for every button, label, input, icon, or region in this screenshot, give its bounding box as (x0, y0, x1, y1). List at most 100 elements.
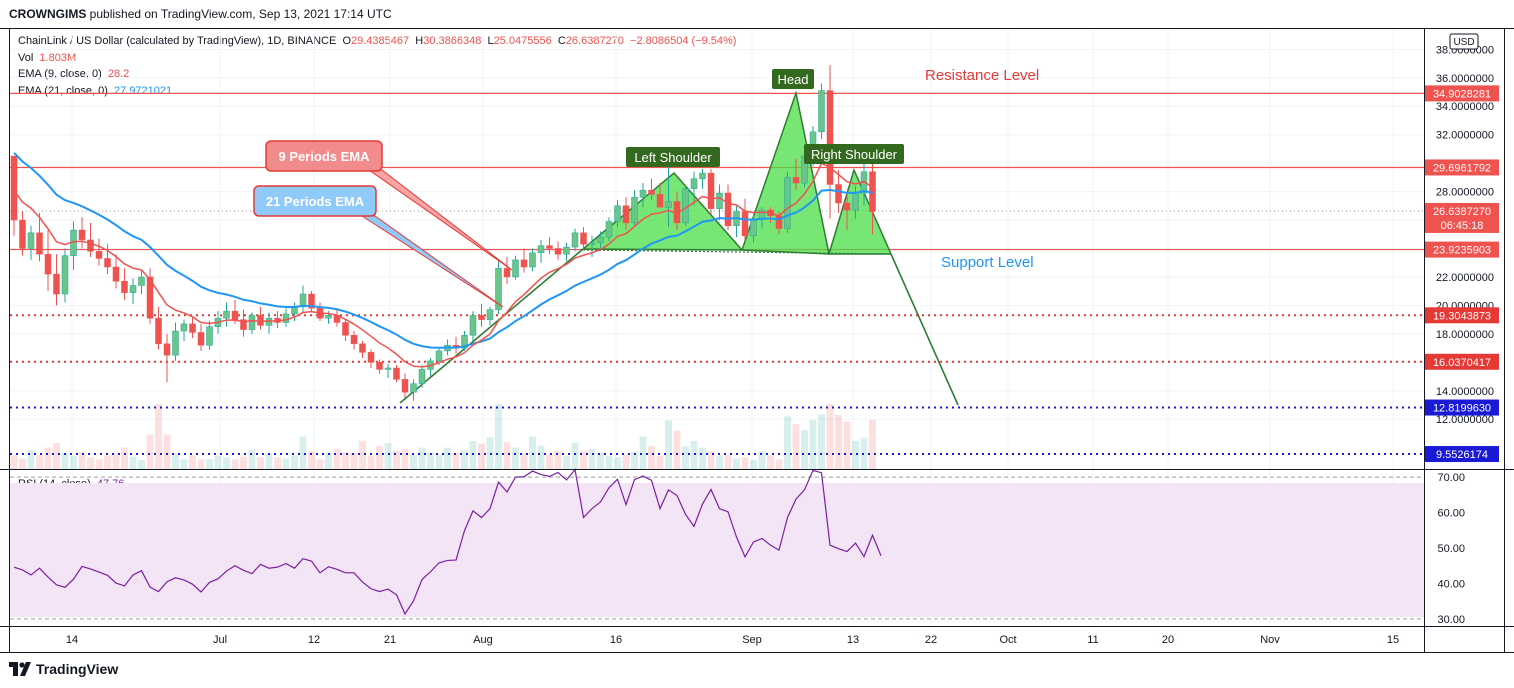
volume-bar (673, 430, 681, 469)
candle (571, 228, 579, 252)
rsi-tick-label: 70.00 (1437, 472, 1465, 484)
volume-bar (767, 455, 774, 469)
volume-bar (639, 436, 647, 469)
candle (520, 248, 528, 273)
candle (333, 309, 341, 327)
candle (716, 184, 723, 221)
candle (180, 319, 188, 341)
candle (248, 312, 256, 334)
candle (580, 227, 587, 250)
candle (197, 323, 205, 351)
ema21-callout-label: 21 Periods EMA (266, 194, 365, 209)
candle (61, 248, 69, 303)
candle (401, 373, 409, 398)
volume-bar (342, 452, 349, 469)
ema21-legend: EMA (21, close, 0) 27.9721021 (18, 85, 173, 97)
price-level-badge: 34.9028281 (1425, 85, 1499, 102)
candle (274, 311, 281, 329)
candle (359, 340, 366, 359)
rsi-line (13, 468, 882, 616)
candle (299, 285, 307, 313)
candle (724, 184, 732, 231)
time-tick-label: 16 (610, 634, 622, 646)
volume-bar (70, 456, 77, 469)
volume-bar (597, 452, 604, 469)
right-shoulder-label: Right Shoulder (804, 144, 904, 164)
candle (512, 255, 519, 280)
time-tick-label: 21 (384, 634, 396, 646)
volume-bar (78, 452, 86, 469)
volume-bar (656, 456, 664, 469)
tradingview-brand: TradingView (36, 661, 119, 677)
currency-badge[interactable]: USD (1449, 33, 1479, 50)
candle (826, 64, 834, 219)
volume-bar (180, 459, 188, 469)
volume-bar (546, 454, 553, 469)
svg-text:26.6387270: 26.6387270 (1433, 206, 1491, 218)
candle (112, 254, 120, 289)
candle (656, 183, 664, 208)
price-tick-label: 22.0000000 (1436, 272, 1494, 284)
volume-bar (843, 421, 851, 469)
volume-bar (19, 458, 26, 469)
volume-bar (376, 446, 383, 469)
volume-bar (826, 404, 834, 469)
volume-bar (512, 447, 519, 469)
candles (10, 64, 876, 401)
price-level-badge: 9.5526174 (1425, 446, 1499, 463)
ema9-legend: EMA (9, close, 0) 28.2 (18, 68, 130, 80)
head-label: Head (772, 69, 814, 89)
candle (639, 183, 647, 208)
volume-bar (240, 456, 247, 469)
candle (707, 168, 715, 215)
svg-text:USD: USD (1453, 37, 1474, 48)
volume-bar (10, 455, 18, 469)
svg-text:12.8199630: 12.8199630 (1433, 403, 1491, 415)
volume-bar (163, 434, 171, 469)
support-label: Support Level (941, 254, 1034, 271)
volume-bar (231, 459, 239, 469)
volume-value: 1.803M (39, 52, 77, 64)
price-level-badges: 34.9028281 29.6961792 23.9235903 19.3043873… (1425, 85, 1499, 463)
volume-bar (835, 415, 842, 469)
volume-bar (427, 452, 434, 469)
svg-text:Head: Head (777, 72, 808, 87)
candle (367, 349, 375, 368)
volume-bar (333, 448, 341, 469)
candle (163, 333, 171, 383)
time-axis-ticks: 14 Jul 12 21 Aug 16 Sep 13 22 Oct 11 20 Nov 15 (66, 634, 1399, 646)
tradingview-logo[interactable]: TradingView (9, 661, 118, 677)
trendline-rising (399, 248, 584, 404)
candle (784, 171, 791, 233)
price-tick-label: 18.0000000 (1436, 329, 1494, 341)
volume-bar (869, 419, 876, 469)
time-tick-label: 11 (1087, 634, 1098, 646)
volume-bar (750, 459, 757, 469)
candle (155, 306, 162, 350)
rsi-axis-ticks: 30.00 40.00 50.00 60.00 70.00 (1437, 472, 1465, 626)
time-tick-label: Jul (213, 634, 227, 646)
candle (563, 242, 570, 262)
volume-bar (444, 447, 451, 469)
price-tick-label: 36.0000000 (1436, 73, 1494, 85)
candle (240, 309, 247, 337)
author-name: CROWNGIMS (9, 7, 87, 21)
candle (410, 379, 417, 401)
volume-bar (214, 456, 222, 469)
candle (818, 83, 825, 139)
volume-bar (563, 456, 570, 469)
svg-text:23.9235903: 23.9235903 (1433, 245, 1491, 257)
candle (27, 225, 35, 260)
candle (690, 171, 698, 206)
volume-bar (197, 459, 205, 469)
rsi-tick-label: 60.00 (1437, 508, 1465, 520)
volume-bar (631, 452, 638, 469)
volume-bar (248, 449, 256, 469)
volume-bar (622, 454, 630, 469)
candle (265, 312, 273, 334)
volume-bar (520, 453, 528, 469)
time-tick-label: Nov (1260, 634, 1280, 646)
candle (537, 239, 545, 263)
volume-bar (36, 454, 43, 469)
